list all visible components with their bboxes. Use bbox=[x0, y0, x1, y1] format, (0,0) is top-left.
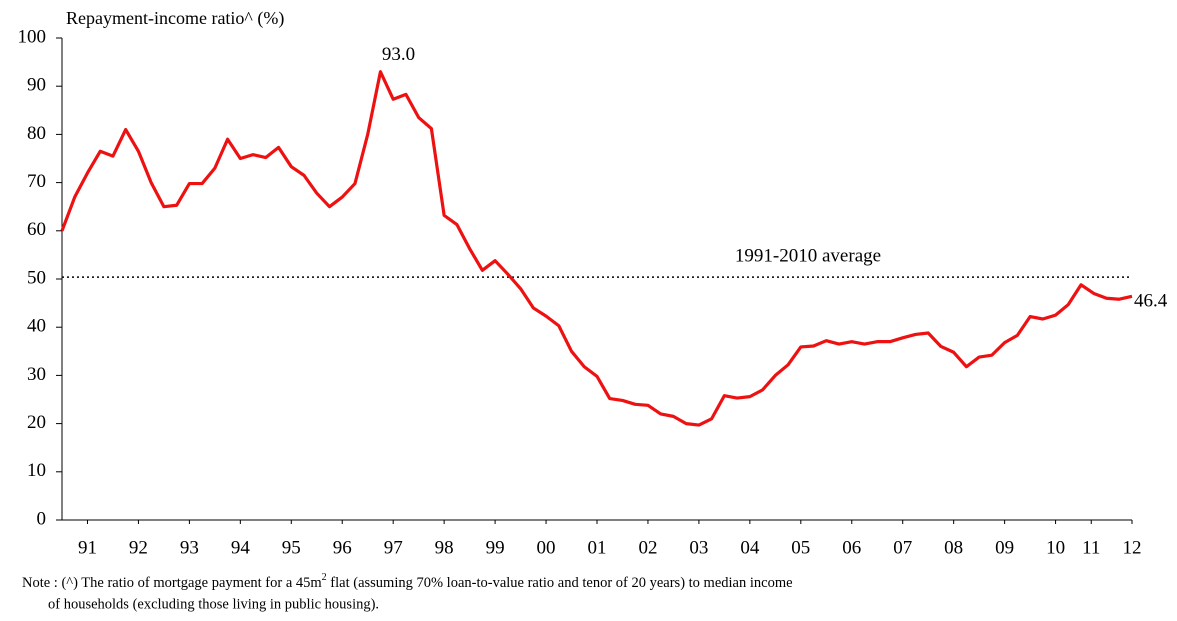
x-tick-label: 92 bbox=[129, 537, 148, 558]
x-tick-label: 94 bbox=[231, 537, 251, 558]
x-tick-label: 04 bbox=[740, 537, 760, 558]
x-tick-label: 02 bbox=[638, 537, 657, 558]
x-tick-label: 07 bbox=[893, 537, 912, 558]
x-tick-label: 00 bbox=[537, 537, 556, 558]
note-line-1: Note : (^) The ratio of mortgage payment… bbox=[22, 572, 793, 591]
y-tick-label: 70 bbox=[27, 171, 46, 192]
y-tick-label: 20 bbox=[27, 412, 46, 433]
note-sup: 2 bbox=[322, 572, 327, 583]
y-tick-label: 100 bbox=[18, 26, 47, 47]
x-tick-label: 93 bbox=[180, 537, 199, 558]
x-tick-label: 98 bbox=[435, 537, 454, 558]
y-tick-label: 80 bbox=[27, 123, 46, 144]
x-tick-label: 01 bbox=[588, 537, 607, 558]
x-tick-label: 97 bbox=[384, 537, 403, 558]
note-text: Note : (^) The ratio of mortgage payment… bbox=[22, 575, 322, 591]
x-tick-label: 99 bbox=[486, 537, 505, 558]
y-tick-label: 30 bbox=[27, 364, 46, 385]
y-axis-label: Repayment-income ratio^ (%) bbox=[66, 8, 284, 29]
x-tick-label: 06 bbox=[842, 537, 861, 558]
y-tick-label: 60 bbox=[27, 219, 46, 240]
x-tick-label: 08 bbox=[944, 537, 963, 558]
x-tick-label: 12 bbox=[1123, 537, 1142, 558]
x-tick-label: 03 bbox=[689, 537, 708, 558]
y-tick-label: 0 bbox=[37, 508, 47, 529]
note-line-2: of households (excluding those living in… bbox=[48, 596, 379, 612]
y-tick-label: 10 bbox=[27, 460, 46, 481]
annotation: 93.0 bbox=[382, 44, 415, 65]
x-tick-label: 11 bbox=[1082, 537, 1100, 558]
x-tick-label: 10 bbox=[1046, 537, 1065, 558]
x-tick-label: 95 bbox=[282, 537, 301, 558]
y-tick-label: 50 bbox=[27, 267, 46, 288]
y-tick-label: 90 bbox=[27, 75, 46, 96]
x-tick-label: 09 bbox=[995, 537, 1014, 558]
x-tick-label: 91 bbox=[78, 537, 97, 558]
data-line bbox=[60, 70, 1133, 427]
x-tick-label: 05 bbox=[791, 537, 810, 558]
reference-label: 1991-2010 average bbox=[735, 245, 881, 266]
annotation: 46.4 bbox=[1134, 291, 1168, 312]
x-tick-label: 96 bbox=[333, 537, 352, 558]
note-text: flat (assuming 70% loan-to-value ratio a… bbox=[327, 575, 793, 591]
y-tick-label: 40 bbox=[27, 316, 46, 337]
